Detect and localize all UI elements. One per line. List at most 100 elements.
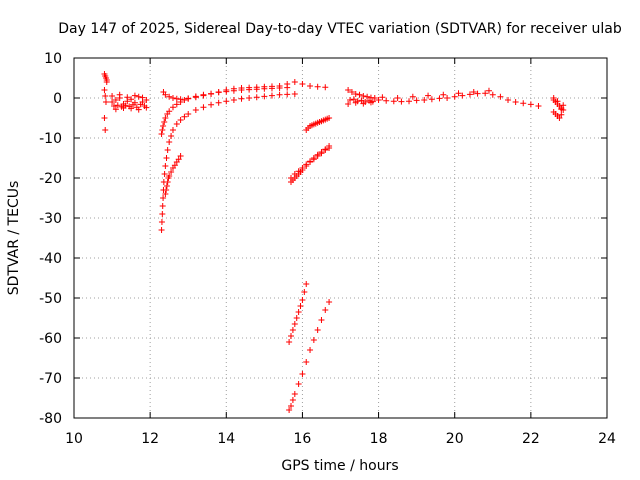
data-point (326, 299, 333, 305)
x-axis-label: GPS time / hours (281, 458, 398, 474)
y-axis-label: SDTVAR / TECUs (6, 181, 22, 296)
data-point (162, 191, 169, 197)
data-point (166, 139, 173, 145)
y-tick-label: -30 (39, 211, 62, 227)
data-point (451, 93, 458, 100)
data-point (356, 91, 363, 98)
y-tick-label: -50 (39, 291, 62, 307)
data-point (166, 173, 173, 179)
series-trace-12.3-mid (158, 84, 291, 137)
data-point (436, 95, 443, 102)
data-point (318, 317, 325, 323)
data-point (497, 93, 504, 100)
data-point (295, 381, 302, 387)
series-cluster-11-12 (109, 91, 150, 113)
data-point (428, 96, 435, 103)
data-point (289, 397, 296, 403)
data-point (169, 127, 176, 133)
data-point (268, 83, 275, 90)
data-point (124, 94, 131, 101)
data-point (139, 94, 146, 101)
data-point (168, 169, 175, 175)
data-point (301, 289, 308, 295)
data-point (159, 211, 166, 217)
data-point (173, 101, 180, 108)
data-point (253, 94, 260, 101)
data-point (345, 87, 352, 93)
data-point (474, 90, 481, 97)
data-point (558, 106, 565, 113)
data-point (101, 87, 108, 93)
data-point (159, 127, 166, 133)
data-point (348, 89, 355, 95)
data-point (161, 119, 168, 125)
data-point (162, 163, 169, 169)
data-point (440, 91, 447, 98)
data-point (291, 79, 298, 85)
data-point (130, 101, 137, 108)
data-point (383, 97, 390, 104)
data-point (470, 89, 477, 95)
data-point (166, 108, 173, 115)
data-point (288, 175, 295, 181)
data-point (163, 187, 170, 193)
data-point (181, 97, 188, 103)
data-point (177, 96, 184, 103)
data-point (135, 93, 142, 100)
data-point (352, 99, 359, 106)
data-point (177, 117, 184, 123)
x-tick-label: 16 (294, 431, 312, 447)
x-tick-label: 18 (370, 431, 388, 447)
grid (74, 58, 607, 418)
data-point (128, 96, 135, 103)
data-point (131, 92, 138, 99)
data-point (163, 155, 170, 161)
tick-marks (73, 57, 608, 419)
data-point (177, 153, 184, 159)
data-point (137, 101, 144, 108)
data-point (558, 111, 565, 118)
data-point (286, 339, 293, 345)
data-point (398, 98, 405, 105)
data-point (360, 100, 367, 107)
data-point (169, 104, 176, 111)
data-point (143, 97, 150, 103)
data-point (310, 155, 317, 161)
data-point (185, 95, 192, 102)
data-point (166, 93, 173, 100)
data-point (261, 93, 268, 100)
series-trace-16.1 (303, 115, 333, 133)
data-point (535, 103, 542, 109)
data-point (314, 327, 321, 333)
y-tick-label: -70 (39, 371, 62, 387)
data-point (307, 347, 314, 353)
data-point (360, 93, 367, 99)
data-point (350, 96, 357, 103)
data-point (268, 92, 275, 99)
data-point (109, 93, 116, 99)
data-point (162, 115, 169, 121)
data-point (345, 101, 352, 107)
chart-title: Day 147 of 2025, Sidereal Day-to-day VTE… (58, 21, 622, 37)
data-point (299, 165, 306, 171)
x-tick-labels: 10 12 14 16 18 20 22 24 (65, 431, 616, 447)
data-point (413, 97, 420, 104)
series-trace-18-22 (375, 87, 542, 109)
series-trace-12.3-steep (158, 91, 298, 233)
data-point (307, 158, 314, 165)
data-point (299, 371, 306, 377)
data-point (230, 97, 237, 103)
data-point (299, 81, 306, 87)
data-point (223, 98, 230, 105)
data-point (116, 91, 123, 98)
data-point (314, 151, 321, 158)
data-point (200, 92, 207, 99)
data-point (200, 104, 207, 111)
data-point (406, 98, 413, 105)
data-point (159, 203, 166, 209)
data-point (322, 84, 329, 91)
y-tick-labels: 10 0 -10 -20 -30 -40 -50 -60 -70 -80 (39, 51, 62, 427)
data-point (185, 111, 192, 117)
series-trace-15.7-steep-left (286, 281, 310, 345)
data-point (371, 95, 378, 101)
